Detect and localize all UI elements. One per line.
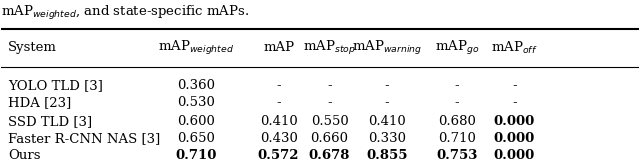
Text: 0.678: 0.678 bbox=[309, 149, 350, 162]
Text: -: - bbox=[276, 96, 281, 109]
Text: Ours: Ours bbox=[8, 149, 40, 162]
Text: 0.710: 0.710 bbox=[438, 132, 476, 145]
Text: -: - bbox=[276, 79, 281, 92]
Text: 0.360: 0.360 bbox=[177, 79, 215, 92]
Text: 0.855: 0.855 bbox=[366, 149, 408, 162]
Text: -: - bbox=[385, 79, 389, 92]
Text: 0.753: 0.753 bbox=[436, 149, 477, 162]
Text: 0.000: 0.000 bbox=[493, 149, 535, 162]
Text: mAP$_\mathit{weighted}$: mAP$_\mathit{weighted}$ bbox=[157, 38, 234, 57]
Text: -: - bbox=[385, 96, 389, 109]
Text: 0.650: 0.650 bbox=[177, 132, 214, 145]
Text: 0.000: 0.000 bbox=[493, 132, 535, 145]
Text: 0.530: 0.530 bbox=[177, 96, 214, 109]
Text: System: System bbox=[8, 41, 56, 54]
Text: mAP$_\mathit{warning}$: mAP$_\mathit{warning}$ bbox=[352, 38, 422, 57]
Text: -: - bbox=[327, 79, 332, 92]
Text: mAP$_\mathit{weighted}$, and state-specific mAPs.: mAP$_\mathit{weighted}$, and state-speci… bbox=[1, 4, 250, 22]
Text: 0.000: 0.000 bbox=[493, 115, 535, 128]
Text: 0.430: 0.430 bbox=[260, 132, 298, 145]
Text: mAP$_\mathit{off}$: mAP$_\mathit{off}$ bbox=[491, 39, 538, 56]
Text: 0.330: 0.330 bbox=[368, 132, 406, 145]
Text: 0.410: 0.410 bbox=[368, 115, 406, 128]
Text: 0.550: 0.550 bbox=[310, 115, 348, 128]
Text: -: - bbox=[512, 96, 516, 109]
Text: 0.410: 0.410 bbox=[260, 115, 298, 128]
Text: SSD TLD [3]: SSD TLD [3] bbox=[8, 115, 92, 128]
Text: 0.660: 0.660 bbox=[310, 132, 349, 145]
Text: mAP: mAP bbox=[263, 41, 294, 54]
Text: HDA [23]: HDA [23] bbox=[8, 96, 71, 109]
Text: mAP$_\mathit{go}$: mAP$_\mathit{go}$ bbox=[435, 38, 479, 57]
Text: Faster R-CNN NAS [3]: Faster R-CNN NAS [3] bbox=[8, 132, 160, 145]
Text: 0.680: 0.680 bbox=[438, 115, 476, 128]
Text: 0.710: 0.710 bbox=[175, 149, 216, 162]
Text: mAP$_\mathit{stop}$: mAP$_\mathit{stop}$ bbox=[303, 38, 356, 57]
Text: -: - bbox=[512, 79, 516, 92]
Text: -: - bbox=[454, 96, 460, 109]
Text: 0.600: 0.600 bbox=[177, 115, 214, 128]
Text: YOLO TLD [3]: YOLO TLD [3] bbox=[8, 79, 102, 92]
Text: -: - bbox=[327, 96, 332, 109]
Text: -: - bbox=[454, 79, 460, 92]
Text: 0.572: 0.572 bbox=[258, 149, 300, 162]
